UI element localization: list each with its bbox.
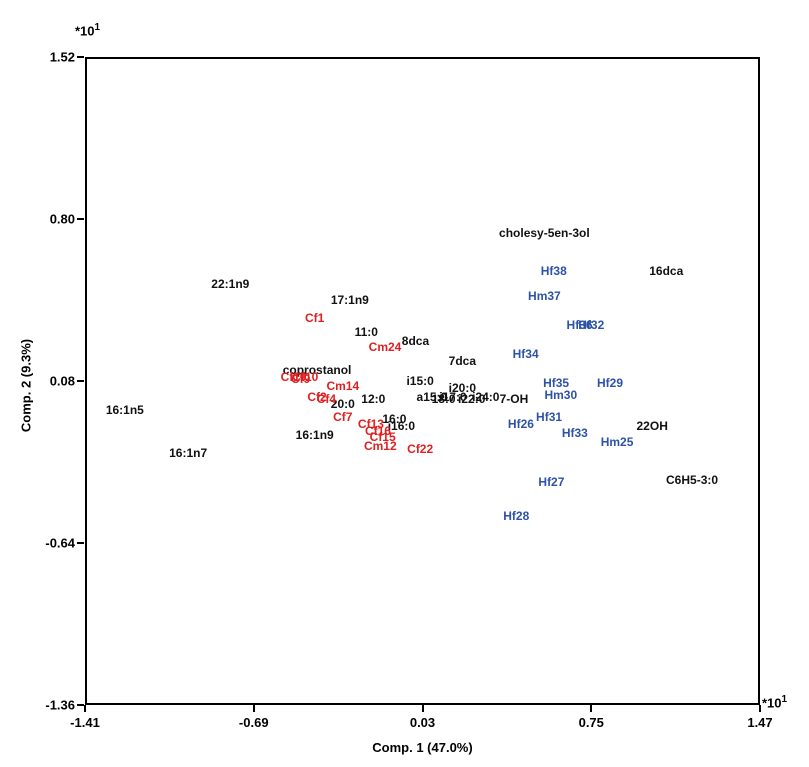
point-label-H-samples-blue: Hm30 [544,387,578,402]
y-tick-label: 0.80 [49,211,75,227]
point-label-variables-black: i17:0 [439,389,467,404]
point-label-H-samples-blue: Hf33 [561,425,588,440]
point-label-C-samples-red: Cf22 [407,441,434,456]
x-tick-label: -0.69 [238,715,269,730]
x-tick-mark [759,705,761,712]
point-label-variables-black: i22:0 [458,392,486,406]
point-label-variables-black: 18:0 [431,392,456,406]
point-label-C-samples-red: Cm14 [326,378,360,393]
point-label-C-samples-red: Cf16 [364,423,391,438]
y-tick-label: 0.08 [49,373,75,389]
x-tick-label: 0.75 [578,715,604,730]
point-label-variables-black: 16:0 [382,412,407,427]
point-label-variables-black: 16:1n5 [105,403,144,418]
x-tick-label: 0.03 [409,715,436,730]
point-label-C-samples-red: Cm12 [363,439,397,454]
point-label-H-samples-blue: Hm37 [528,288,561,303]
point-label-variables-black: i16:0 [387,419,416,433]
y-tick-mark [77,542,84,544]
x-tick-mark [421,705,424,712]
y-tick-mark [77,56,84,58]
point-label-variables-black: 16dca [649,263,684,278]
y-tick-label: -0.64 [45,535,75,551]
point-label-variables-black: 22:1n9 [211,277,250,292]
point-label-variables-black: i24:0 [472,389,500,404]
point-label-variables-black: 7dca [448,353,477,368]
point-label-variables-black: 7-OH [499,392,529,406]
y-tick-label: 1.52 [49,49,75,65]
point-label-variables-black: 8dca [401,333,430,348]
y-axis-multiplier: *101 [75,22,100,38]
point-label-C-samples-red: Cf7 [333,410,353,424]
point-label-variables-black: 20:0 [330,396,355,411]
point-label-variables-black: C6H5-3:0 [666,473,719,487]
point-label-variables-black: cholesy-5en-3ol [499,225,590,240]
x-tick-mark [590,705,593,712]
point-label-variables-black: i15:0 [406,374,434,388]
point-label-variables-black: 12:0 [361,392,386,406]
y-tick-mark [77,704,84,706]
point-label-variables-black: 16:1n7 [169,446,208,460]
point-label-C-samples-red: Cf9 [290,371,311,386]
point-label-variables-black: i20:0 [448,380,477,395]
x-tick-label: 1.47 [747,715,773,730]
y-tick-label: -1.36 [45,697,75,713]
point-label-C-samples-red: Cf15 [369,430,396,445]
x-axis-multiplier: *101 [762,694,787,710]
point-label-variables-black: 22OH [636,419,668,433]
point-label-H-samples-blue: Hf38 [540,263,567,278]
point-label-H-samples-blue: Hf35 [543,376,570,391]
x-tick-mark [252,705,255,712]
x-tick-mark [84,705,86,712]
point-label-H-samples-blue: Hf29 [596,376,624,391]
x-axis-multiplier-exponent: 1 [781,694,788,705]
point-label-H-samples-blue: Hf36 [566,317,593,332]
point-label-variables-black: 16:1n9 [295,428,334,442]
point-label-C-samples-red: Cf4 [316,392,337,406]
y-tick-mark [77,218,84,220]
point-label-C-samples-red: Cf2 [307,389,327,404]
point-label-H-samples-blue: Hm25 [600,434,634,449]
point-label-H-samples-blue: Hf32 [578,317,605,332]
x-tick-label: -1.41 [70,715,100,730]
point-label-C-samples-red: Cf10 [292,369,319,384]
x-axis-title: Comp. 1 (47.0%) [372,740,473,755]
point-label-H-samples-blue: Hf26 [507,416,534,431]
y-axis-multiplier-base: *10 [75,23,95,39]
point-label-C-samples-red: Cf1 [305,311,325,325]
point-label-C-samples-red: Cf19 [280,369,307,384]
y-axis-multiplier-exponent: 1 [94,22,101,33]
point-label-variables-black: a15:0 [416,389,448,404]
x-axis-multiplier-base: *10 [762,695,782,711]
y-tick-mark [77,380,84,382]
point-label-variables-black: coprostanol [282,362,352,377]
point-label-H-samples-blue: Hf31 [536,410,563,424]
plot-area [85,57,760,705]
point-label-C-samples-red: Cf13 [357,416,384,431]
point-label-H-samples-blue: Hf34 [512,347,539,361]
point-label-variables-black: 11:0 [354,324,378,339]
point-label-H-samples-blue: Hf28 [503,509,530,523]
point-label-variables-black: 17:1n9 [330,293,369,307]
point-label-C-samples-red: Cm24 [368,340,402,355]
point-label-H-samples-blue: Hf27 [538,475,565,490]
